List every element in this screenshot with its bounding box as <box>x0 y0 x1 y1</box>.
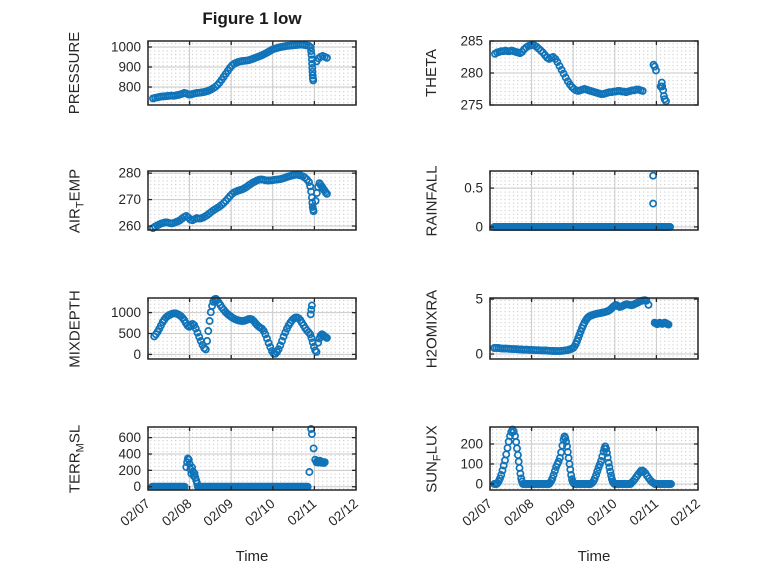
ylabel-text: AIR <box>66 207 83 233</box>
major-grid <box>148 427 356 490</box>
figure-title: Figure 1 low <box>202 9 302 28</box>
svg-text:500: 500 <box>118 326 141 341</box>
tick-marks <box>489 298 699 359</box>
tick-marks <box>147 41 357 105</box>
svg-text:1000: 1000 <box>111 40 141 55</box>
svg-text:02/10: 02/10 <box>584 496 620 529</box>
svg-text:02/12: 02/12 <box>325 496 361 529</box>
y-axis-label-air-temp: AIRTEMP <box>65 131 86 270</box>
svg-text:1000: 1000 <box>111 305 141 320</box>
ylabel-text: EMP <box>66 168 83 201</box>
plot-area-rainfall: 00.5 <box>464 170 699 235</box>
svg-text:02/12: 02/12 <box>667 496 703 529</box>
data-markers <box>149 40 331 103</box>
y-axis-label-mixdepth: MIXDEPTH <box>65 258 85 399</box>
axes-box <box>147 40 357 106</box>
ylabel-text: PRESSURE <box>66 31 83 115</box>
svg-text:200: 200 <box>118 463 141 478</box>
axes-box <box>147 170 357 231</box>
svg-text:0: 0 <box>475 477 483 492</box>
svg-text:280: 280 <box>118 166 141 181</box>
svg-text:400: 400 <box>118 447 141 462</box>
svg-text:900: 900 <box>118 60 141 75</box>
svg-text:02/10: 02/10 <box>242 496 278 529</box>
y-tick-labels: 05 <box>475 292 483 362</box>
ylabel-text: SL <box>66 424 83 443</box>
data-markers <box>491 40 670 106</box>
plot-area-air-temp: 260 270 280 <box>118 166 357 234</box>
plot-area-theta: 275 280 285 <box>460 34 699 113</box>
svg-text:600: 600 <box>118 430 141 445</box>
data-markers <box>490 425 675 488</box>
svg-text:02/09: 02/09 <box>543 496 579 529</box>
tick-marks <box>489 427 699 490</box>
tick-marks <box>147 171 357 230</box>
plot-area-pressure: 800 900 1000 <box>111 40 357 106</box>
x-tick-labels: 02/07 02/08 02/09 02/10 02/11 02/12 <box>459 496 703 529</box>
x-axis-label-right: Time <box>577 548 611 565</box>
y-axis-label-pressure: PRESSURE <box>65 1 85 145</box>
ylabel-subscript: T <box>74 200 86 208</box>
tick-marks <box>489 171 699 230</box>
tick-marks <box>489 40 699 106</box>
y-axis-label-terr-msl: TERRMSL <box>65 387 86 530</box>
y-tick-labels: 0 500 1000 <box>111 305 141 362</box>
svg-text:0: 0 <box>475 347 483 362</box>
svg-text:200: 200 <box>460 437 483 452</box>
svg-text:280: 280 <box>460 66 483 81</box>
plot-area-mixdepth: 0 500 1000 <box>111 295 357 362</box>
svg-text:02/08: 02/08 <box>159 496 195 529</box>
svg-text:02/11: 02/11 <box>285 496 320 529</box>
y-tick-labels: 260 270 280 <box>118 166 141 234</box>
major-grid <box>148 41 356 105</box>
svg-text:02/11: 02/11 <box>627 496 662 529</box>
ylabel-subscript: M <box>74 442 86 452</box>
plot-area-sun-flux: 0 100 200 02/07 02/08 02/09 02/10 02/11 02/12 <box>459 425 703 529</box>
svg-text:285: 285 <box>460 34 483 49</box>
x-axis-label-left: Time <box>235 548 269 565</box>
minor-grid <box>490 298 698 359</box>
axes-box <box>147 426 357 491</box>
svg-text:02/09: 02/09 <box>201 496 237 529</box>
plot-area-h2omixra: 05 <box>475 292 699 362</box>
svg-text:100: 100 <box>460 457 483 472</box>
x-tick-labels: 02/07 02/08 02/09 02/10 02/11 02/12 <box>117 496 361 529</box>
data-markers <box>490 296 673 356</box>
tick-marks <box>147 427 357 490</box>
axes-box <box>489 426 699 491</box>
axes-box <box>147 297 357 360</box>
svg-text:0.5: 0.5 <box>464 181 483 196</box>
svg-text:0: 0 <box>133 347 141 362</box>
svg-text:0: 0 <box>133 479 141 494</box>
ylabel-text: MIXDEPTH <box>66 289 83 368</box>
y-tick-labels: 0 100 200 <box>460 437 483 492</box>
axes-box <box>489 297 699 360</box>
ylabel-text: TERR <box>66 451 83 493</box>
y-tick-labels: 800 900 1000 <box>111 40 141 95</box>
tick-marks <box>147 298 357 359</box>
svg-text:0: 0 <box>475 219 483 234</box>
svg-text:02/07: 02/07 <box>117 496 153 529</box>
svg-text:5: 5 <box>475 292 483 307</box>
axes-box <box>489 170 699 231</box>
svg-text:260: 260 <box>118 219 141 234</box>
minor-grid <box>490 171 698 230</box>
svg-text:02/07: 02/07 <box>459 496 495 529</box>
svg-text:800: 800 <box>118 80 141 95</box>
y-tick-labels: 275 280 285 <box>460 34 483 113</box>
svg-text:270: 270 <box>118 192 141 207</box>
svg-text:275: 275 <box>460 98 483 113</box>
svg-text:02/08: 02/08 <box>501 496 537 529</box>
data-markers <box>150 295 331 358</box>
y-tick-labels: 00.5 <box>464 181 483 235</box>
minor-grid <box>148 298 356 359</box>
